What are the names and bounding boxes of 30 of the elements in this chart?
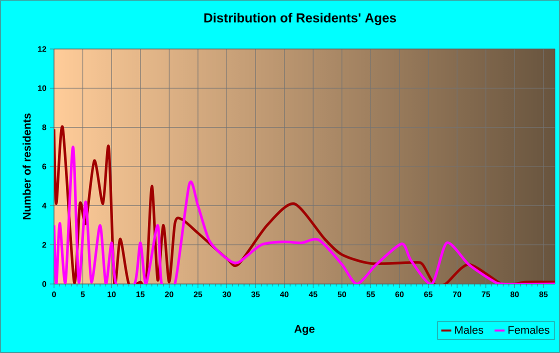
x-tick-label: 10: [108, 292, 116, 298]
x-tick-label: 30: [222, 292, 231, 298]
x-tick-label: 70: [452, 292, 462, 298]
chart-title: Distribution of Residents' Ages: [204, 12, 396, 26]
x-axis-title: Age: [294, 325, 315, 336]
x-tick-label: 85: [539, 292, 548, 298]
legend-label: Females: [508, 326, 550, 334]
x-tick-label: 0: [52, 292, 56, 298]
x-tick-label: 60: [395, 292, 404, 298]
legend-label: Males: [455, 326, 484, 334]
y-tick-label: 2: [42, 242, 46, 248]
x-tick-label: 35: [251, 292, 260, 298]
y-tick-label: 6: [42, 164, 46, 170]
x-tick-label: 80: [510, 292, 519, 298]
x-tick-label: 20: [165, 292, 174, 298]
y-tick-label: 12: [38, 46, 46, 52]
x-tick-label: 45: [308, 292, 318, 298]
x-tick-label: 50: [338, 292, 346, 298]
x-tick-label: 55: [366, 292, 375, 298]
x-tick-label: 40: [280, 292, 288, 298]
y-tick-label: 0: [42, 281, 46, 287]
x-tick-label: 25: [194, 292, 202, 298]
x-tick-label: 5: [80, 292, 85, 298]
x-tick-label: 75: [482, 292, 490, 298]
x-tick-label: 65: [424, 292, 433, 298]
x-tick-label: 15: [136, 292, 145, 298]
y-tick-label: 8: [42, 124, 46, 130]
y-tick-label: 10: [38, 85, 46, 91]
y-tick-label: 4: [42, 202, 46, 208]
y-axis-title: Number of residents: [22, 113, 31, 220]
